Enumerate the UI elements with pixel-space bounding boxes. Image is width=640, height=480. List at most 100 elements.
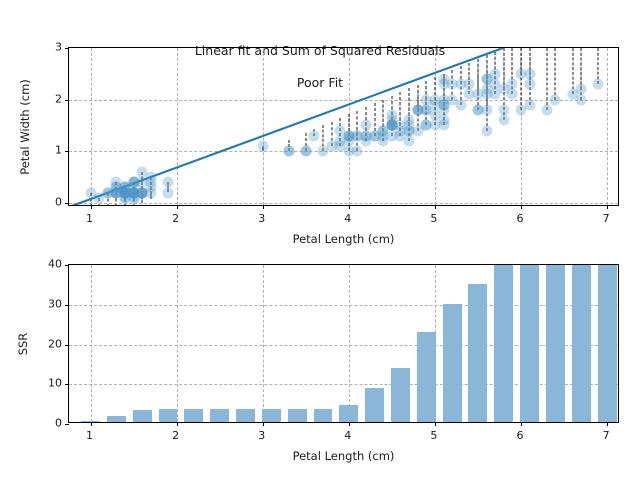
y-tick-mark	[65, 424, 69, 425]
ssr-bar	[417, 332, 436, 422]
x-tick-mark	[521, 422, 522, 426]
scatter-point	[438, 120, 449, 131]
scatter-point	[85, 187, 96, 198]
scatter-point	[447, 94, 458, 105]
scatter-point	[300, 146, 311, 157]
x-tick-label: 2	[172, 212, 179, 225]
gridline-vertical	[349, 265, 350, 422]
ssr-bar	[494, 265, 513, 422]
y-tick-label: 30	[28, 297, 62, 310]
scatter-point	[481, 84, 492, 95]
x-tick-mark	[607, 422, 608, 426]
y-tick-label: 40	[28, 258, 62, 271]
scatter-point	[472, 104, 483, 115]
ssr-bar	[391, 368, 410, 422]
scatter-point	[490, 68, 501, 79]
scatter-point	[119, 187, 130, 198]
x-tick-label: 7	[603, 212, 610, 225]
scatter-point	[447, 79, 458, 90]
ssr-bar	[520, 265, 539, 422]
y-tick-label: 2	[28, 92, 62, 105]
ssr-bar-axes	[68, 264, 619, 423]
scatter-point	[438, 104, 449, 115]
x-tick-mark	[177, 205, 178, 209]
ssr-bar	[133, 410, 152, 422]
ssr-bar	[546, 265, 565, 422]
scatter-point	[404, 135, 415, 146]
x-tick-label: 2	[172, 429, 179, 442]
scatter-point	[386, 110, 397, 121]
x-axis-label: Petal Length (cm)	[68, 232, 619, 246]
scatter-point	[464, 89, 475, 100]
scatter-point	[257, 141, 268, 152]
gridline-vertical	[263, 265, 264, 422]
y-tick-mark	[65, 100, 69, 101]
scatter-point	[137, 166, 148, 177]
x-tick-label: 7	[603, 429, 610, 442]
x-axis-label: Petal Length (cm)	[68, 449, 619, 463]
scatter-point	[541, 104, 552, 115]
x-tick-mark	[177, 422, 178, 426]
scatter-point	[352, 130, 363, 141]
ssr-bar	[443, 304, 462, 422]
x-tick-mark	[349, 205, 350, 209]
y-tick-label: 0	[28, 195, 62, 208]
scatter-point	[369, 130, 380, 141]
y-tick-mark	[65, 384, 69, 385]
ssr-bar	[159, 409, 178, 423]
y-axis-label: Petal Width (cm)	[18, 79, 32, 175]
x-tick-mark	[435, 422, 436, 426]
x-tick-label: 4	[344, 212, 351, 225]
y-tick-mark	[65, 48, 69, 49]
ssr-bar	[365, 388, 384, 422]
ssr-bar	[288, 409, 307, 422]
scatter-point	[309, 130, 320, 141]
x-tick-label: 1	[86, 212, 93, 225]
x-tick-mark	[435, 205, 436, 209]
matplotlib-figure: Linear fit and Sum of Squared Residuals …	[0, 0, 640, 480]
scatter-point	[352, 146, 363, 157]
y-tick-label: 20	[28, 337, 62, 350]
scatter-point	[507, 79, 518, 90]
gridline-vertical	[91, 265, 92, 422]
gridline-vertical	[177, 265, 178, 422]
scatter-plot-area	[69, 48, 618, 205]
scatter-point	[317, 146, 328, 157]
x-tick-mark	[263, 422, 264, 426]
ssr-bar	[468, 284, 487, 422]
ssr-bar	[184, 409, 203, 423]
y-tick-mark	[65, 305, 69, 306]
ssr-bar	[107, 416, 126, 422]
y-tick-label: 1	[28, 144, 62, 157]
x-tick-label: 3	[258, 429, 265, 442]
y-tick-mark	[65, 345, 69, 346]
scatter-point	[524, 79, 535, 90]
x-tick-mark	[91, 205, 92, 209]
y-tick-label: 10	[28, 377, 62, 390]
y-axis-label: SSR	[16, 332, 30, 355]
ssr-plot-area	[69, 265, 618, 422]
scatter-point	[524, 99, 535, 110]
x-tick-label: 4	[344, 429, 351, 442]
scatter-axes	[68, 47, 619, 206]
scatter-point	[464, 79, 475, 90]
scatter-point	[481, 125, 492, 136]
x-tick-label: 1	[86, 429, 93, 442]
x-tick-mark	[91, 422, 92, 426]
scatter-point	[550, 94, 561, 105]
x-tick-label: 6	[516, 429, 523, 442]
y-tick-mark	[65, 203, 69, 204]
ssr-bar	[262, 409, 281, 422]
y-tick-mark	[65, 265, 69, 266]
x-tick-label: 3	[258, 212, 265, 225]
ssr-bar	[210, 409, 229, 423]
x-tick-mark	[349, 422, 350, 426]
scatter-point	[163, 177, 174, 188]
y-tick-label: 3	[28, 41, 62, 54]
scatter-point	[395, 125, 406, 136]
ssr-bar	[339, 405, 358, 422]
scatter-point	[576, 94, 587, 105]
scatter-point	[163, 187, 174, 198]
ssr-bar	[572, 265, 591, 422]
x-tick-label: 5	[430, 212, 437, 225]
